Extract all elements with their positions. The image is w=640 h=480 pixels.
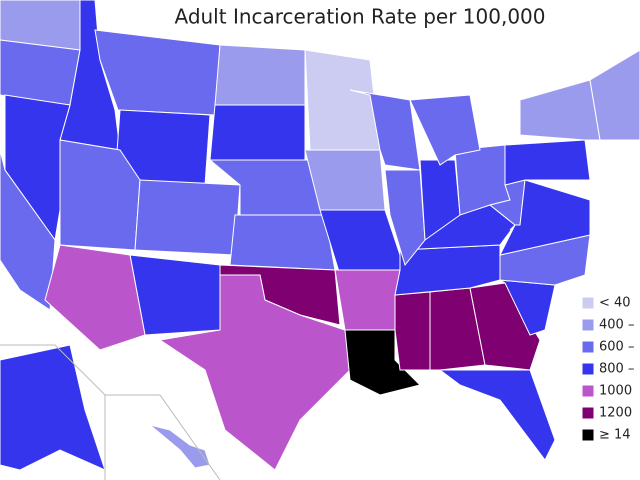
inset-border (0, 344, 221, 480)
legend-swatch (581, 362, 595, 376)
state (469, 282, 541, 371)
state (134, 179, 241, 256)
legend-swatch (581, 406, 595, 420)
legend-label: < 40 (599, 296, 631, 311)
state (214, 44, 306, 106)
state (589, 49, 640, 141)
legend-swatch (581, 296, 595, 310)
map-title: Adult Incarceration Rate per 100,000 (174, 5, 545, 29)
legend: < 40 400 – 600 – 800 – 1000 1200 ≥ 14 (581, 296, 634, 443)
state (209, 104, 306, 161)
state (149, 424, 211, 469)
state (438, 369, 556, 461)
state (499, 179, 591, 256)
state (129, 254, 221, 336)
state (304, 49, 381, 151)
legend-label: ≥ 14 (599, 428, 631, 443)
state (0, 344, 106, 471)
legend-label: 400 – (599, 318, 634, 333)
state (519, 79, 601, 141)
state (349, 89, 421, 171)
legend-swatch (581, 428, 595, 442)
legend-swatch (581, 384, 595, 398)
state (409, 94, 481, 166)
state (0, 39, 81, 106)
state (0, 149, 56, 311)
legend-label: 600 – (599, 340, 634, 355)
state (229, 214, 336, 271)
legend-swatch (581, 318, 595, 332)
legend-label: 1000 (599, 384, 632, 399)
state (334, 269, 401, 331)
legend-label: 800 – (599, 362, 634, 377)
state (44, 244, 146, 351)
legend-swatch (581, 340, 595, 354)
state (394, 291, 431, 371)
legend-label: 1200 (599, 406, 632, 421)
state (504, 139, 591, 186)
state (384, 169, 426, 267)
state (94, 29, 221, 116)
